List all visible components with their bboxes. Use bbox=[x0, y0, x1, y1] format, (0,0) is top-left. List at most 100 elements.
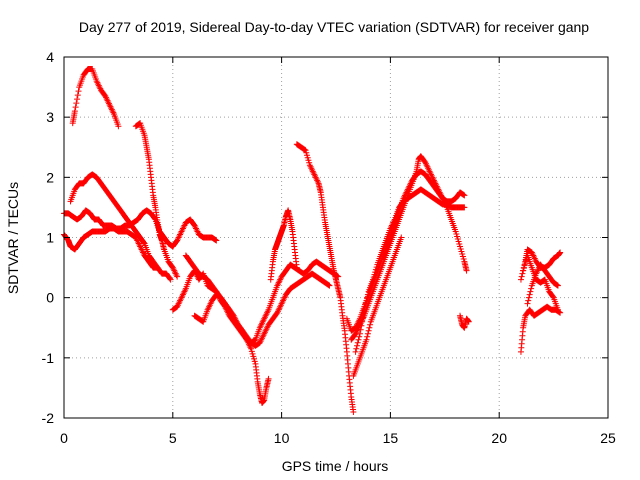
data-point bbox=[273, 310, 280, 317]
data-point bbox=[351, 331, 358, 338]
data-point bbox=[166, 275, 173, 282]
data-point bbox=[173, 238, 180, 245]
data-point bbox=[101, 92, 108, 99]
y-tick-label: -1 bbox=[42, 350, 55, 366]
data-point bbox=[358, 322, 365, 329]
data-point bbox=[301, 146, 308, 153]
y-tick-label: -2 bbox=[42, 410, 55, 426]
y-tick-label: 4 bbox=[46, 49, 54, 65]
data-point bbox=[457, 246, 464, 253]
y-tick-labels: -2 -1 0 1 2 3 4 bbox=[42, 49, 55, 426]
data-point bbox=[251, 355, 258, 362]
data-point bbox=[353, 345, 360, 352]
data-point bbox=[520, 267, 527, 274]
data-point bbox=[370, 274, 377, 281]
x-tick-label: 15 bbox=[383, 430, 399, 446]
data-point bbox=[454, 233, 461, 240]
data-point bbox=[75, 88, 82, 95]
data-point bbox=[211, 236, 218, 243]
data-point bbox=[140, 239, 147, 246]
data-point bbox=[249, 350, 256, 357]
data-point bbox=[362, 300, 369, 307]
data-point bbox=[517, 276, 524, 283]
series-arc-p bbox=[517, 303, 564, 355]
data-point bbox=[367, 321, 374, 328]
data-point bbox=[356, 333, 363, 340]
data-point bbox=[525, 297, 532, 304]
data-point bbox=[527, 288, 534, 295]
series-arc-j bbox=[293, 141, 357, 415]
data-point bbox=[461, 204, 468, 211]
data-point bbox=[455, 238, 462, 245]
data-point bbox=[356, 330, 363, 337]
data-point bbox=[525, 294, 532, 301]
data-point bbox=[174, 273, 181, 280]
data-point bbox=[364, 291, 371, 298]
data-point bbox=[519, 270, 526, 277]
data-point bbox=[373, 264, 380, 271]
data-point bbox=[523, 257, 530, 264]
data-point bbox=[304, 154, 311, 161]
data-point bbox=[359, 318, 366, 325]
y-tick-label: 1 bbox=[46, 230, 54, 246]
series-arc-r bbox=[520, 252, 561, 313]
series-arc-i bbox=[267, 207, 300, 283]
data-point bbox=[303, 152, 310, 159]
data-point bbox=[557, 309, 564, 316]
series-arc-l bbox=[348, 153, 470, 343]
data-point bbox=[460, 191, 467, 198]
data-point bbox=[421, 158, 428, 165]
data-point bbox=[461, 192, 468, 199]
data-point bbox=[251, 358, 258, 365]
data-point bbox=[453, 230, 460, 237]
x-tick-label: 5 bbox=[169, 430, 177, 446]
x-tick-label: 0 bbox=[60, 430, 68, 446]
data-point bbox=[557, 249, 564, 256]
data-point bbox=[354, 339, 361, 346]
data-point bbox=[458, 248, 465, 255]
series-arc-a bbox=[69, 66, 122, 130]
data-point bbox=[459, 253, 466, 260]
y-tick-label: 3 bbox=[46, 109, 54, 125]
data-point bbox=[73, 100, 80, 107]
data-point bbox=[362, 303, 369, 310]
data-point bbox=[238, 326, 245, 333]
data-point bbox=[359, 314, 366, 321]
data-point bbox=[459, 191, 466, 198]
data-point bbox=[398, 234, 405, 241]
data-point bbox=[457, 243, 464, 250]
data-point bbox=[556, 309, 563, 316]
data-point bbox=[151, 215, 158, 222]
data-point bbox=[463, 267, 470, 274]
axis-ticks bbox=[63, 56, 609, 419]
data-point bbox=[372, 266, 379, 273]
data-point bbox=[303, 149, 310, 156]
data-point bbox=[369, 276, 376, 283]
data-point bbox=[354, 342, 361, 349]
data-point bbox=[460, 256, 467, 263]
data-point bbox=[251, 337, 258, 344]
data-point bbox=[364, 294, 371, 301]
data-point bbox=[372, 269, 379, 276]
data-point bbox=[212, 237, 219, 244]
data-point bbox=[524, 300, 531, 307]
data-point bbox=[454, 236, 461, 243]
data-point bbox=[352, 348, 359, 355]
data-point bbox=[325, 281, 332, 288]
data-point bbox=[306, 159, 313, 166]
data-point bbox=[554, 282, 561, 289]
chart-title: Day 277 of 2019, Sidereal Day-to-day VTE… bbox=[79, 19, 589, 35]
data-point bbox=[248, 348, 255, 355]
series-arc-n bbox=[350, 234, 405, 379]
data-point bbox=[528, 285, 535, 292]
y-axis-label: SDTVAR / TECUs bbox=[5, 182, 21, 294]
data-point bbox=[521, 262, 528, 269]
data-point bbox=[366, 324, 373, 331]
data-point bbox=[213, 237, 220, 244]
data-point bbox=[190, 221, 197, 228]
data-point bbox=[522, 260, 529, 267]
data-point bbox=[72, 104, 79, 111]
data-point bbox=[526, 291, 533, 298]
